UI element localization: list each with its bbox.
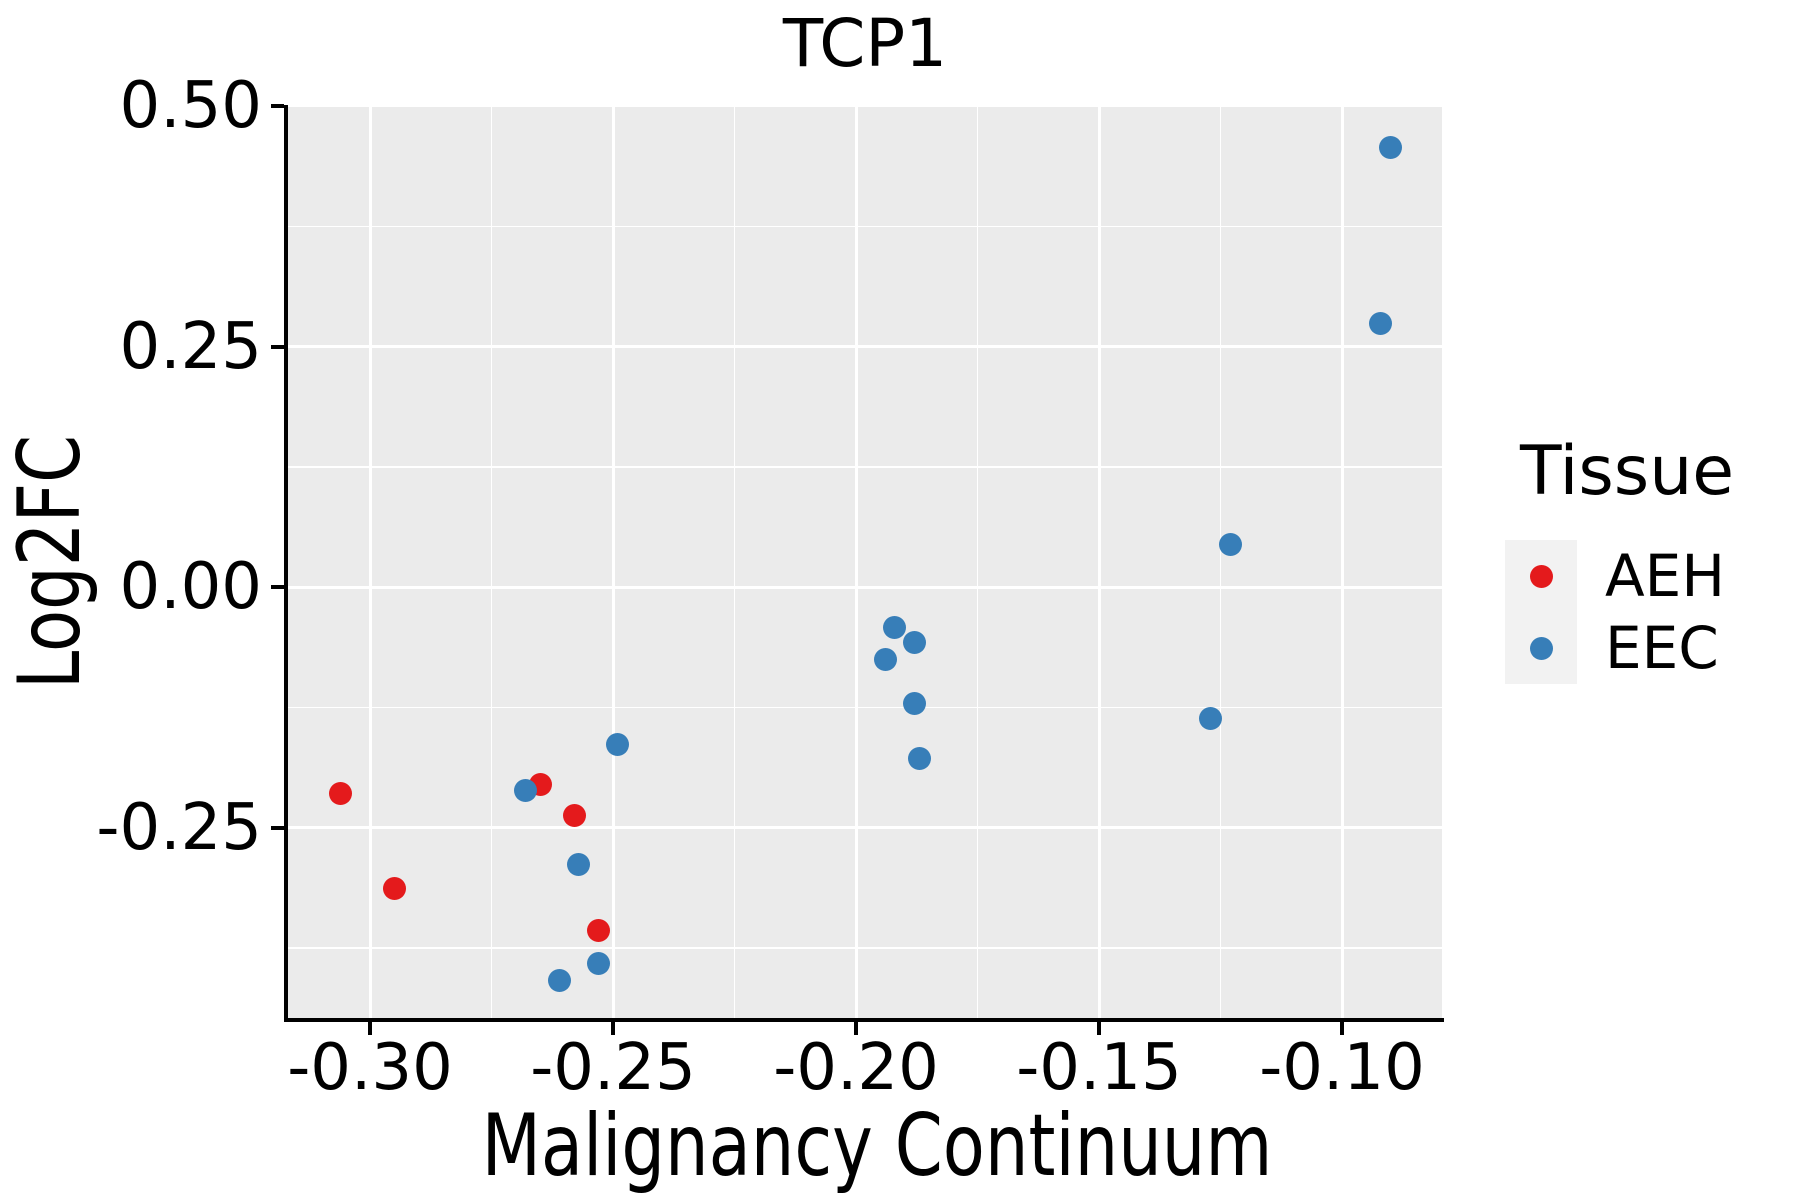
x-tick-label: -0.25: [530, 1031, 696, 1105]
gridline-major-x: [611, 107, 615, 1020]
gridline-major-x: [1097, 107, 1101, 1020]
data-point-eec: [586, 951, 610, 975]
y-tick-mark: [271, 344, 284, 349]
x-tick-label: -0.15: [1016, 1031, 1182, 1105]
data-point-eec: [883, 615, 907, 639]
x-tick-label: -0.10: [1259, 1031, 1425, 1105]
gridline-major-y: [288, 826, 1442, 829]
legend-entry-aeh: AEH: [1505, 540, 1734, 612]
legend-title: Tissue: [1520, 432, 1735, 511]
y-axis-line: [284, 105, 288, 1022]
data-point-eec: [1199, 707, 1223, 731]
gridline-major-x: [1340, 107, 1344, 1020]
y-tick-label: 0.25: [119, 309, 263, 384]
gridline-major-y: [288, 585, 1442, 589]
data-point-aeh: [562, 804, 586, 828]
data-point-aeh: [329, 782, 353, 806]
data-point-aeh: [382, 876, 406, 900]
gridline-major-x: [854, 107, 858, 1020]
plot-title: TCP1: [782, 5, 948, 82]
plot-panel: [288, 107, 1442, 1020]
legend-dot-eec: [1529, 636, 1553, 660]
y-tick-label: 0.00: [119, 550, 263, 624]
data-point-eec: [1379, 135, 1403, 159]
gridline-minor-y: [288, 947, 1442, 949]
data-point-eec: [873, 647, 897, 671]
legend-dot-aeh: [1529, 564, 1553, 588]
gridline-minor-y: [288, 225, 1442, 227]
data-point-eec: [1218, 533, 1242, 557]
x-tick-mark: [1097, 1022, 1101, 1035]
legend-label: AEH: [1605, 542, 1725, 610]
data-point-eec: [606, 733, 630, 757]
x-tick-mark: [854, 1022, 858, 1035]
gridline-major-y: [288, 345, 1442, 348]
data-point-eec: [907, 746, 931, 770]
gridline-minor-x: [1219, 107, 1222, 1020]
data-point-eec: [567, 852, 591, 876]
gridline-minor-x: [733, 107, 736, 1020]
legend-key: [1505, 612, 1577, 684]
y-tick-label: -0.25: [96, 790, 262, 865]
data-point-eec: [902, 691, 926, 715]
gridline-minor-y: [288, 706, 1442, 708]
x-tick-mark: [368, 1022, 372, 1035]
gridline-major-x: [368, 107, 372, 1020]
legend-key: [1505, 540, 1577, 612]
x-axis-line: [284, 1018, 1444, 1022]
data-point-eec: [514, 779, 538, 803]
x-tick-label: -0.20: [773, 1031, 939, 1105]
data-point-aeh: [586, 918, 610, 942]
legend-label: EEC: [1605, 614, 1719, 682]
legend-entry-eec: EEC: [1505, 612, 1734, 684]
x-axis-title: Malignancy Continuum: [481, 1096, 1273, 1196]
legend-entries: AEH EEC: [1505, 540, 1734, 684]
gridline-minor-y: [288, 466, 1442, 468]
gridline-minor-x: [976, 107, 979, 1020]
gridline-minor-x: [490, 107, 493, 1020]
y-tick-mark: [271, 825, 284, 830]
data-point-eec: [1369, 311, 1393, 335]
y-tick-mark: [271, 585, 284, 589]
x-tick-mark: [611, 1022, 615, 1035]
data-point-eec: [902, 631, 926, 655]
data-point-eec: [548, 968, 572, 992]
y-tick-label: 0.50: [119, 69, 263, 143]
legend: Tissue AEH EEC: [1505, 434, 1734, 684]
x-tick-mark: [1340, 1022, 1344, 1035]
y-tick-mark: [271, 104, 284, 108]
x-tick-label: -0.30: [287, 1031, 453, 1105]
